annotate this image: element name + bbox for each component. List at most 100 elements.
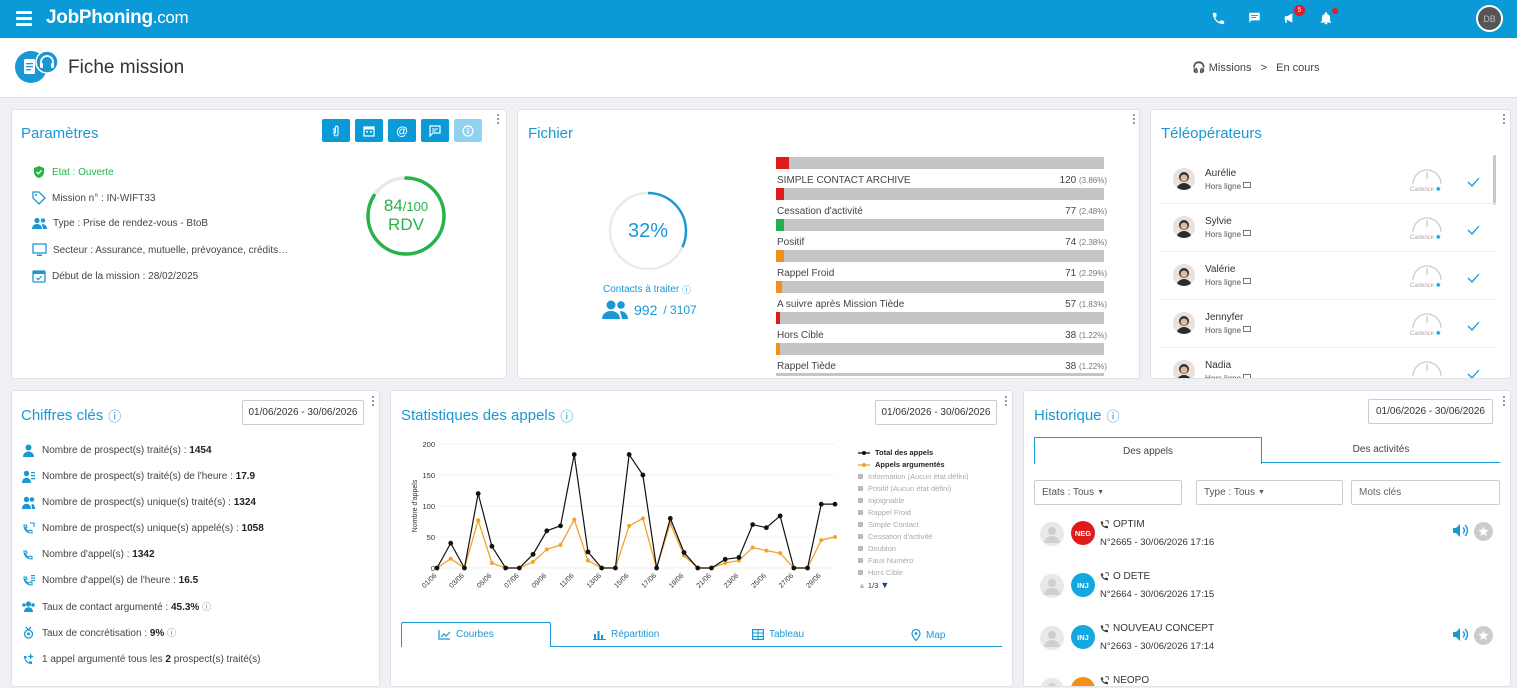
fichier-menu-icon[interactable] — [1133, 114, 1136, 125]
check-icon[interactable] — [1467, 174, 1480, 192]
history-item[interactable]: NEOPO — [1024, 668, 1514, 686]
cadence-gauge-icon — [1410, 210, 1444, 240]
operator-avatar — [1173, 168, 1195, 190]
megaphone-icon[interactable]: 5 — [1280, 5, 1305, 28]
filter-etats[interactable]: Etats : Tous ▼ — [1034, 480, 1182, 505]
legend-item[interactable]: Appels argumentés — [858, 460, 945, 469]
keywords-input[interactable]: Mots clés — [1351, 480, 1500, 505]
type-row: Type : Prise de rendez-vous - BtoB — [32, 217, 208, 230]
filter-type[interactable]: Type : Tous ▼ — [1196, 480, 1343, 505]
chiffres-row-text: Nombre de prospect(s) traité(s) de l'heu… — [42, 471, 255, 482]
bar-value-count: 38 — [1065, 361, 1077, 372]
stats-menu-icon[interactable] — [1005, 396, 1008, 407]
user-avatar[interactable]: DB — [1476, 5, 1503, 32]
tab-map[interactable]: Map — [911, 629, 945, 641]
speaker-icon[interactable] — [1452, 523, 1469, 543]
arrow-down-icon[interactable]: ▼ — [880, 580, 890, 590]
operator-row[interactable]: NadiaHors ligne Cadence ✱ — [1160, 348, 1496, 378]
cadence-settings-icon[interactable]: ✱ — [1435, 283, 1441, 289]
mission-type: Type : Prise de rendez-vous - BtoB — [53, 218, 209, 229]
chiffres-card — [11, 390, 380, 687]
operator-row[interactable]: Aurélie Hors ligne Cadence ✱ — [1160, 156, 1496, 204]
caret-down-icon: ▼ — [1257, 489, 1265, 496]
historique-menu-icon[interactable] — [1503, 396, 1506, 407]
series-point — [558, 523, 563, 529]
operator-row[interactable]: Sylvie Hors ligne Cadence ✱ — [1160, 204, 1496, 252]
x-tick-label: 23/06 — [723, 572, 740, 589]
message-button[interactable] — [421, 119, 449, 142]
help-icon[interactable]: ⓘ — [682, 285, 692, 295]
history-name-text: OPTIM — [1113, 519, 1145, 530]
email-button[interactable]: @ — [388, 119, 416, 142]
check-icon[interactable] — [1467, 366, 1480, 378]
chiffres-row: Nombre de prospect(s) traité(s) : 1454 — [22, 444, 212, 457]
historique-date-range[interactable]: 01/06/2026 - 30/06/2026 — [1368, 399, 1493, 424]
help-icon[interactable]: ⓘ — [167, 628, 177, 638]
legend-item[interactable]: Total des appels — [858, 448, 933, 457]
help-icon[interactable]: ⓘ — [108, 409, 122, 424]
check-icon[interactable] — [1467, 222, 1480, 240]
tab-des-activites[interactable]: Des activités — [1352, 444, 1410, 455]
speaker-icon[interactable] — [1452, 627, 1469, 647]
history-item[interactable]: NEG OPTIM N°2665 - 30/06/2026 17:16 — [1024, 512, 1514, 564]
history-item[interactable]: INJ NOUVEAU CONCEPT N°2663 - 30/06/2026 17… — [1024, 616, 1514, 668]
bell-icon[interactable] — [1316, 8, 1338, 28]
series-point — [736, 555, 742, 560]
history-item[interactable]: INJ O DETE N°2664 - 30/06/2026 17:15 — [1024, 564, 1514, 616]
operator-row[interactable]: Valérie Hors ligne Cadence ✱ — [1160, 252, 1496, 300]
breadcrumb-missions[interactable]: Missions — [1208, 62, 1252, 74]
check-icon[interactable] — [1467, 318, 1480, 336]
cadence-settings-icon[interactable]: ✱ — [1435, 187, 1441, 193]
legend-item[interactable]: Positif (Aucun état défini) — [858, 484, 951, 493]
chiffres-date-range[interactable]: 01/06/2026 - 30/06/2026 — [242, 400, 364, 425]
monitor-icon — [32, 243, 47, 256]
tab-repartition[interactable]: Répartition — [593, 629, 659, 640]
chiffres-row: Nombre de prospect(s) unique(s) traité(s… — [22, 496, 256, 509]
cadence-settings-icon[interactable]: ✱ — [1435, 235, 1441, 241]
screen-icon — [1243, 374, 1252, 378]
person-avatar-icon — [1040, 574, 1064, 598]
contacts-label: Contacts à traiter — [603, 284, 680, 295]
chiffres-menu-icon[interactable] — [372, 396, 375, 407]
tab-des-appels[interactable]: Des appels — [1034, 437, 1262, 464]
tab-tableau[interactable]: Tableau — [752, 629, 804, 640]
legend-item[interactable]: Rappel Froid — [858, 508, 911, 517]
fichier-bar-fill — [776, 312, 780, 324]
series-point — [723, 561, 728, 566]
menu-icon[interactable] — [16, 11, 32, 26]
tab-courbes[interactable]: Courbes — [438, 629, 494, 640]
help-icon[interactable]: ⓘ — [1106, 409, 1120, 424]
help-icon[interactable]: ⓘ — [202, 602, 212, 612]
phone-icon[interactable] — [1208, 8, 1228, 28]
star-icon[interactable] — [1474, 522, 1493, 541]
etat-text: Etat : Ouverte — [52, 166, 114, 178]
app-logo[interactable]: JobPhoning.com — [46, 7, 189, 28]
help-icon[interactable]: ⓘ — [560, 409, 574, 424]
check-icon[interactable] — [1467, 270, 1480, 288]
stats-date-range[interactable]: 01/06/2026 - 30/06/2026 — [875, 400, 997, 425]
teleoperateurs-menu-icon[interactable] — [1503, 114, 1506, 125]
legend-item[interactable]: Information (Aucun état défini) — [858, 472, 968, 481]
legend-item[interactable]: Simple Contact — [858, 520, 919, 529]
operators-scrollbar[interactable] — [1493, 155, 1496, 205]
operator-avatar — [1173, 264, 1195, 286]
info-button[interactable] — [454, 119, 482, 142]
chiffres-row-value: 9% — [149, 628, 165, 639]
legend-item[interactable]: Injoignable — [858, 496, 904, 505]
operator-status: Hors ligne — [1205, 230, 1252, 239]
chat-icon[interactable] — [1244, 8, 1264, 28]
bar-value: 120 (3.86%) — [1060, 175, 1107, 186]
star-icon[interactable] — [1474, 626, 1493, 645]
arrow-up-icon[interactable]: ▲ — [858, 580, 866, 590]
legend-item[interactable]: Hors Cible — [858, 568, 903, 577]
cadence-settings-icon[interactable]: ✱ — [1435, 331, 1441, 337]
parametres-menu-icon[interactable] — [497, 114, 500, 125]
historique-header: Historique ⓘ — [1034, 406, 1120, 425]
legend-item[interactable]: Faux Numéro — [858, 556, 913, 565]
legend-item[interactable]: Cessation d'activité — [858, 532, 932, 541]
fichier-bar — [776, 157, 1104, 169]
legend-item[interactable]: Doublon — [858, 544, 896, 553]
attachment-button[interactable] — [322, 119, 350, 142]
operator-row[interactable]: Jennyfer Hors ligne Cadence ✱ — [1160, 300, 1496, 348]
calendar-button[interactable] — [355, 119, 383, 142]
